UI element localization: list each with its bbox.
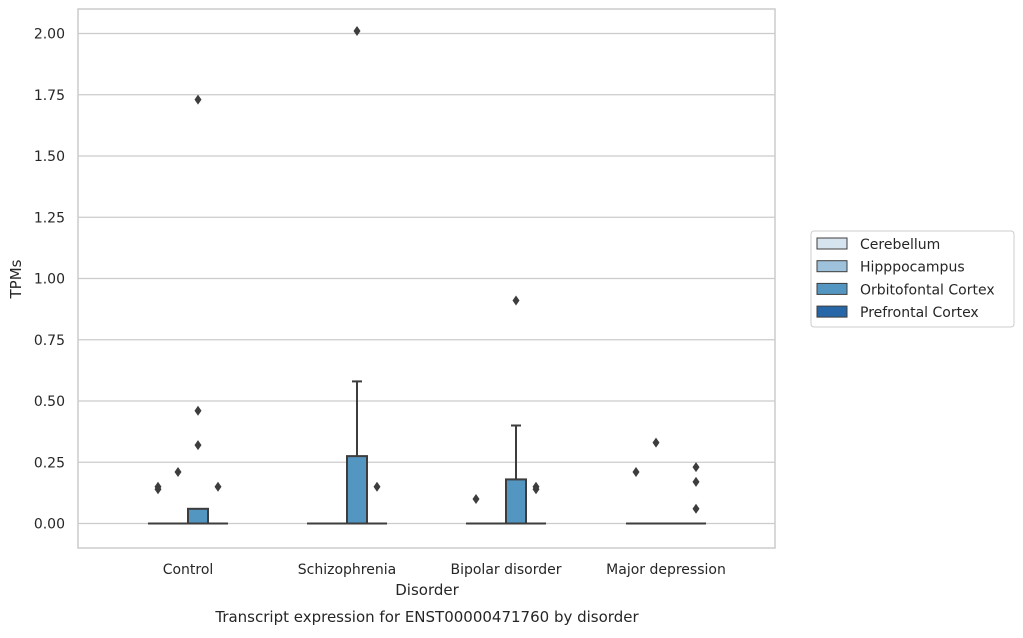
outlier-point (692, 462, 700, 473)
x-tick-label: Bipolar disorder (450, 562, 561, 578)
box-group (646, 437, 666, 525)
legend-label: Orbitofontal Cortex (860, 282, 995, 298)
outlier-point (373, 481, 381, 492)
legend-swatch (816, 305, 848, 318)
y-tick-label: 0.75 (34, 333, 65, 349)
box-group (466, 494, 486, 525)
box (505, 478, 527, 525)
box-group (168, 467, 188, 525)
box-group (367, 481, 387, 525)
legend-label: Hipppocampus (860, 260, 965, 276)
legend-swatch (816, 260, 848, 273)
y-tick-label: 0.00 (34, 517, 65, 533)
y-tick-label: 0.25 (34, 455, 65, 471)
box-group (526, 481, 546, 525)
x-axis-label: Disorder (395, 581, 459, 599)
outlier-point (692, 503, 700, 514)
outlier-point (532, 484, 540, 495)
box (187, 507, 209, 525)
outlier-point (692, 476, 700, 487)
y-tick-labels: 0.00 0.25 0.50 0.75 1.00 1.25 1.50 1.75 2.00 (34, 27, 65, 533)
outlier-point (512, 295, 520, 306)
outlier-point (154, 484, 162, 495)
outlier-point (174, 467, 182, 478)
outlier-point (194, 94, 202, 105)
box-group (346, 26, 368, 525)
y-tick-label: 1.00 (34, 272, 65, 288)
outlier-point (194, 440, 202, 451)
y-tick-label: 0.50 (34, 394, 65, 410)
boxes (148, 26, 706, 525)
box-group (148, 481, 168, 525)
outlier-point (194, 405, 202, 416)
legend-swatch (816, 237, 848, 250)
box (346, 455, 368, 525)
x-tick-labels: Control Schizophrenia Bipolar disorder Majo… (163, 562, 726, 578)
x-tick-label: Control (163, 562, 214, 578)
grid-lines (78, 32, 775, 525)
y-tick-label: 2.00 (34, 27, 65, 43)
box-group (187, 94, 209, 525)
y-tick-label: 1.50 (34, 149, 65, 165)
legend-label: Cerebellum (860, 237, 940, 253)
y-axis-label: TPMs (7, 259, 25, 299)
chart-title: Transcript expression for ENST0000047176… (214, 608, 639, 626)
outlier-point (652, 437, 660, 448)
legend-frame (810, 230, 1015, 328)
outlier-point (632, 467, 640, 478)
legend-label: Prefrontal Cortex (860, 305, 979, 321)
box-group (505, 295, 527, 525)
outlier-point (214, 481, 222, 492)
x-tick-label: Major depression (606, 562, 726, 578)
outlier-point (472, 494, 480, 504)
y-tick-label: 1.75 (34, 88, 65, 104)
box-group (686, 462, 706, 525)
box-group (208, 481, 228, 525)
plot-frame (77, 8, 776, 549)
outlier-point (353, 26, 361, 37)
y-tick-label: 1.25 (34, 210, 65, 226)
legend: Cerebellum Hipppocampus Orbitofontal Corte… (810, 230, 1015, 328)
box-group (626, 467, 646, 525)
legend-swatch (816, 282, 848, 295)
x-tick-label: Schizophrenia (298, 562, 396, 578)
